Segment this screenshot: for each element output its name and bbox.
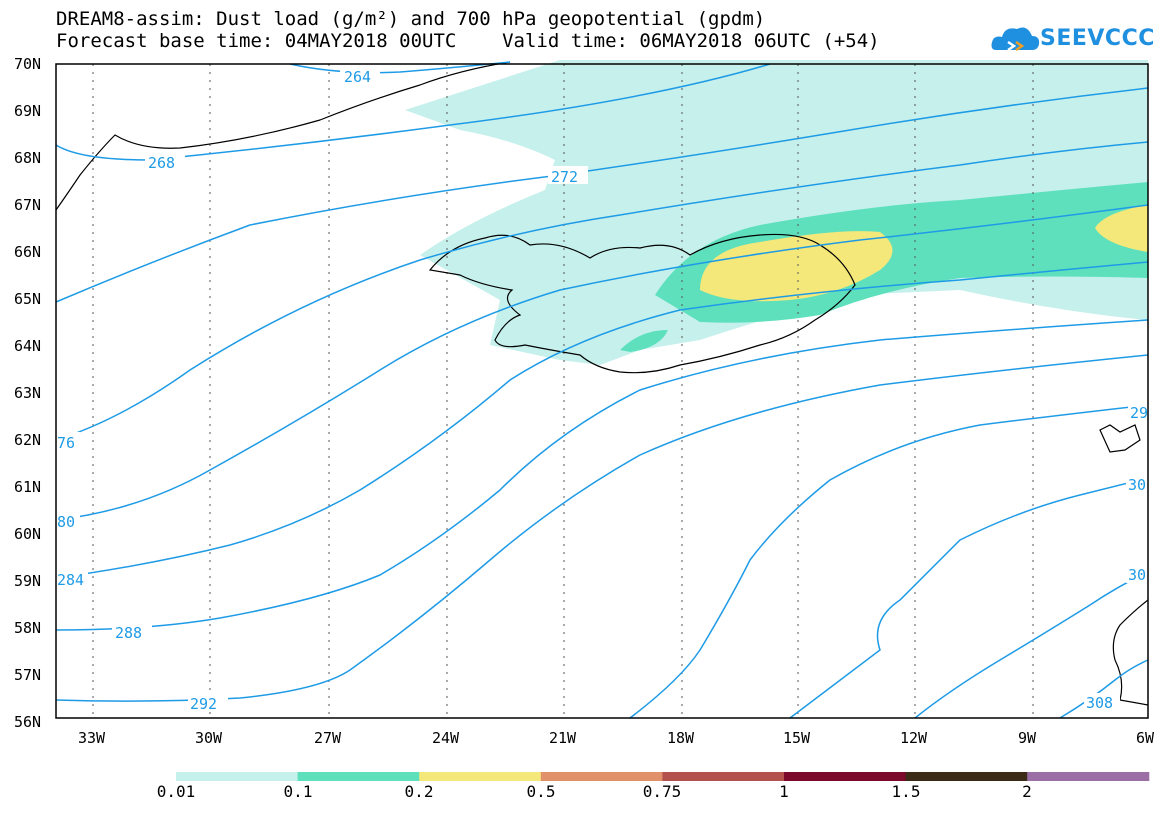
geopotential-contours bbox=[55, 61, 1149, 719]
lat-label: 62N bbox=[14, 431, 41, 449]
legend-swatch bbox=[297, 772, 420, 781]
lat-label: 63N bbox=[14, 384, 41, 402]
lat-label: 68N bbox=[14, 149, 41, 167]
legend-swatch bbox=[784, 772, 907, 781]
legend-label: 1.5 bbox=[891, 782, 921, 801]
legend-swatch bbox=[540, 772, 663, 781]
lat-label: 57N bbox=[14, 666, 41, 684]
dust-area-medium-2 bbox=[620, 330, 668, 352]
faroe-coast bbox=[1099, 424, 1141, 453]
contour-label: 30 bbox=[1128, 476, 1146, 494]
lat-label: 60N bbox=[14, 525, 41, 543]
contour-label: 268 bbox=[148, 154, 175, 172]
dust-area-high bbox=[700, 231, 893, 302]
legend-swatch bbox=[176, 772, 299, 781]
lat-label: 67N bbox=[14, 196, 41, 214]
contour-label: 80 bbox=[57, 513, 75, 531]
lat-label: 70N bbox=[14, 55, 41, 73]
contour-label: 288 bbox=[115, 624, 142, 642]
lon-label: 27W bbox=[314, 729, 342, 747]
legend-swatch bbox=[662, 772, 785, 781]
legend-label: 0.1 bbox=[283, 782, 313, 801]
dust-shading bbox=[405, 60, 1148, 365]
dust-area-light bbox=[405, 60, 1148, 365]
contour-label: 292 bbox=[190, 695, 217, 713]
latitude-labels: 70N 69N 68N 67N 66N 65N 64N 63N 62N 61N … bbox=[14, 55, 41, 731]
lon-label: 21W bbox=[549, 729, 577, 747]
contour-label: 272 bbox=[551, 168, 578, 186]
scotland-coast bbox=[1112, 599, 1149, 706]
legend-label: 0.01 bbox=[156, 782, 196, 801]
contour-label: 308 bbox=[1086, 694, 1113, 712]
contour-label: 264 bbox=[344, 68, 371, 86]
lon-label: 30W bbox=[195, 729, 223, 747]
contour-labels: 264 268 272 76 80 284 288 292 29 30 30 3… bbox=[56, 66, 1150, 713]
cloud-logo-icon bbox=[991, 27, 1040, 52]
legend-swatch bbox=[1027, 772, 1150, 781]
lon-label: 9W bbox=[1018, 729, 1037, 747]
lon-label: 15W bbox=[783, 729, 811, 747]
lon-label: 12W bbox=[900, 729, 928, 747]
logo-text: SEEVCCC bbox=[1040, 26, 1155, 51]
lat-label: 56N bbox=[14, 713, 41, 731]
lat-label: 58N bbox=[14, 619, 41, 637]
map-title: DREAM8-assim: Dust load (g/m²) and 700 h… bbox=[56, 8, 766, 30]
map-subtitle: Forecast base time: 04MAY2018 00UTC Vali… bbox=[56, 30, 880, 52]
lat-label: 59N bbox=[14, 572, 41, 590]
coastlines bbox=[55, 61, 1149, 706]
contour-label: 76 bbox=[57, 434, 75, 452]
iceland-coast bbox=[428, 233, 856, 374]
lon-label: 6W bbox=[1136, 729, 1155, 747]
gridlines bbox=[92, 64, 1034, 718]
lon-label: 18W bbox=[667, 729, 695, 747]
lat-label: 66N bbox=[14, 243, 41, 261]
legend-swatch bbox=[905, 772, 1028, 781]
legend-label: 0.2 bbox=[404, 782, 434, 801]
legend-label: 0.75 bbox=[642, 782, 682, 801]
lon-label: 24W bbox=[432, 729, 460, 747]
lat-label: 69N bbox=[14, 102, 41, 120]
longitude-labels: 33W 30W 27W 24W 21W 18W 15W 12W 9W 6W bbox=[78, 729, 1155, 747]
contour-label: 30 bbox=[1128, 566, 1146, 584]
lat-label: 65N bbox=[14, 290, 41, 308]
lat-label: 64N bbox=[14, 337, 41, 355]
lon-label: 33W bbox=[78, 729, 106, 747]
legend-color-bar bbox=[176, 772, 1150, 781]
contour-label: 284 bbox=[57, 571, 84, 589]
legend-label: 0.5 bbox=[526, 782, 556, 801]
contour-label: 29 bbox=[1130, 404, 1148, 422]
legend-labels: 0.01 0.1 0.2 0.5 0.75 1 1.5 2 bbox=[0, 782, 1175, 802]
legend-label: 1 bbox=[779, 782, 789, 801]
dust-area-high-east bbox=[1095, 205, 1148, 252]
legend-label: 2 bbox=[1022, 782, 1032, 801]
legend-swatch bbox=[419, 772, 542, 781]
map-frame bbox=[55, 63, 1149, 719]
lat-label: 61N bbox=[14, 478, 41, 496]
greenland-coast bbox=[55, 61, 511, 211]
